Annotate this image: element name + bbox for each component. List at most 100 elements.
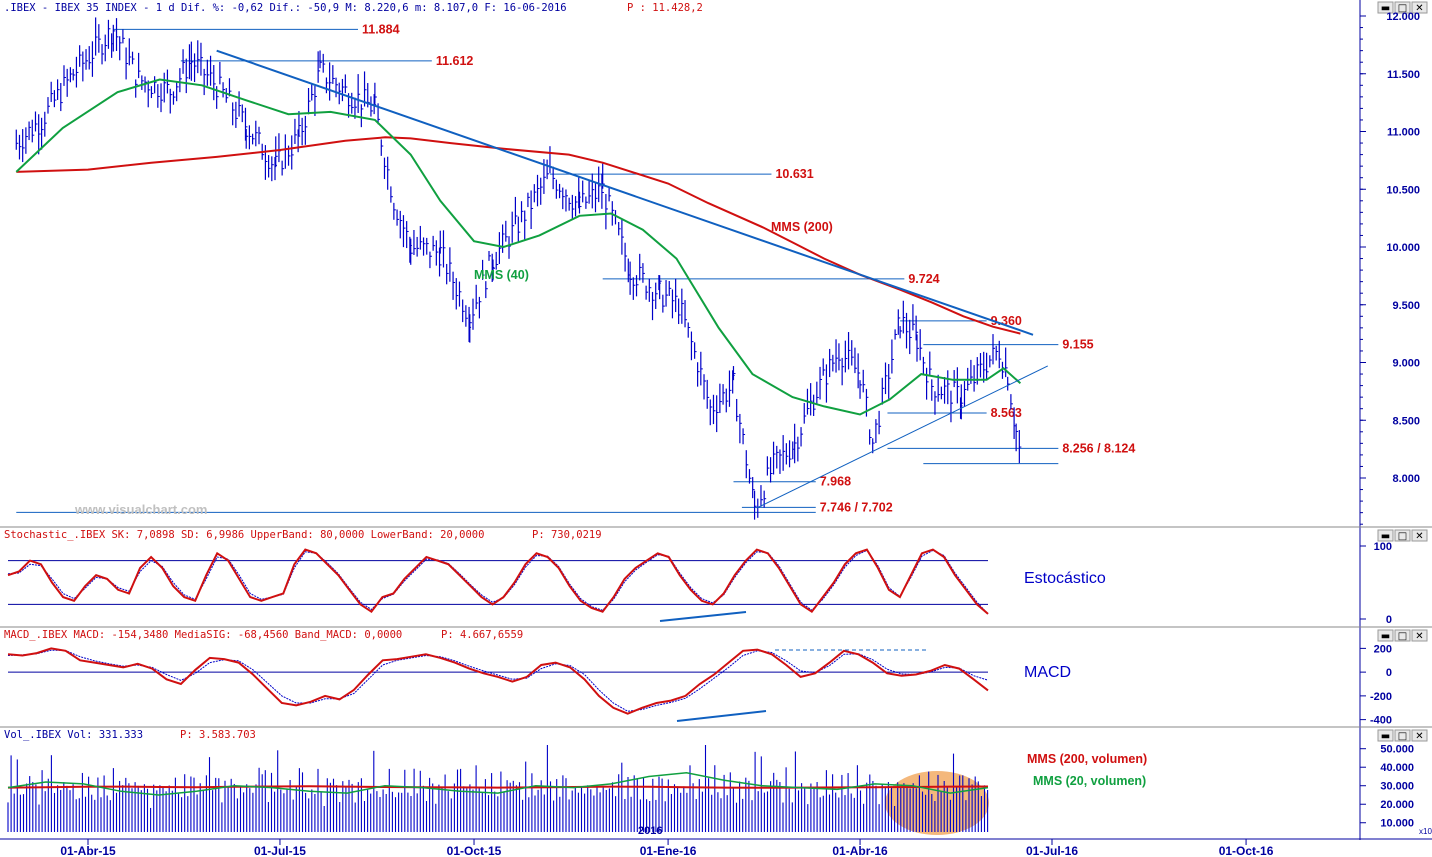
x10-label: x10 — [1419, 827, 1432, 836]
vol-ytick-label: 50.000 — [1380, 744, 1414, 756]
window-button-glyph: ▬ — [1381, 531, 1390, 542]
window-button-glyph: ✕ — [1415, 631, 1423, 642]
window-button — [1394, 1, 1411, 14]
osc-ytick-label: 200 — [1374, 643, 1392, 655]
price-ytick-label: 10.000 — [1386, 242, 1420, 254]
window-button-glyph: □ — [1398, 731, 1407, 742]
window-button — [1411, 729, 1428, 742]
moving-averages — [15, 78, 1022, 416]
xtick-label: 01-Abr-15 — [60, 844, 116, 857]
watermark: www.visualchart.com — [74, 502, 207, 517]
window-button-glyph: □ — [1398, 3, 1407, 14]
price-ytick-label: 11.500 — [1387, 69, 1420, 81]
vol-ytick-label: 10.000 — [1380, 818, 1414, 830]
stochastic-panel: 0 100 — [7, 541, 1392, 626]
osc-ytick-label: -200 — [1370, 691, 1392, 703]
estocastico-label: Estocástico — [1024, 570, 1106, 587]
mediasig-line — [7, 649, 989, 712]
window-button — [1377, 529, 1394, 542]
panel-window-buttons: ▬ □ ✕ ▬ □ ✕ ▬ □ ✕ ▬ □ ✕ — [1377, 1, 1428, 742]
window-button-glyph: ✕ — [1415, 531, 1423, 542]
price-ytick-label: 8.000 — [1392, 473, 1420, 485]
bearish-trendline — [216, 49, 1034, 336]
window-button-glyph: ▬ — [1381, 3, 1390, 14]
macd-line — [7, 647, 989, 715]
mms200-label: MMS (200) — [771, 220, 833, 234]
level-label: 7.968 — [820, 475, 851, 489]
stoch-divergence-line — [659, 611, 747, 622]
level-label: 9.360 — [991, 314, 1022, 328]
price-ytick-label: 9.500 — [1392, 300, 1420, 312]
osc-ytick-label: 100 — [1374, 541, 1392, 553]
window-button — [1411, 629, 1428, 642]
window-button — [1377, 729, 1394, 742]
level-label: 8.256 / 8.124 — [1062, 441, 1135, 455]
window-button — [1377, 629, 1394, 642]
window-button — [1377, 1, 1394, 14]
window-button — [1394, 529, 1411, 542]
macd-header-p: P: 4.667,6559 — [441, 629, 523, 641]
mms40-line — [15, 78, 1022, 416]
osc-ytick-label: 0 — [1386, 614, 1392, 626]
volume-panel: 10.000 20.000 30.000 40.000 50.000 — [7, 744, 1414, 835]
price-y-axis: 8.000 8.500 9.000 9.500 10.000 10.500 11.000 11… — [1360, 11, 1420, 525]
stoch-header: Stochastic_.IBEX SK: 7,0898 SD: 6,9986 U… — [4, 529, 484, 541]
level-label: 11.612 — [436, 54, 474, 68]
osc-ytick-label: -400 — [1370, 715, 1392, 727]
vol-header: Vol_.IBEX Vol: 331.333 — [4, 729, 143, 741]
xtick-label: 01-Ene-16 — [640, 844, 697, 857]
level-label: 11.884 — [362, 22, 400, 36]
window-button-glyph: ✕ — [1415, 731, 1423, 742]
price-ytick-label: 10.500 — [1386, 184, 1420, 196]
bullish-trendline — [756, 365, 1049, 509]
xtick-label: 01-Oct-15 — [447, 844, 502, 857]
window-button — [1411, 1, 1428, 14]
x-axis: 01-Abr-15 01-Jul-15 01-Oct-15 01-Ene-16 01-A… — [60, 839, 1274, 857]
window-button-glyph: ✕ — [1415, 3, 1423, 14]
level-label: 9.155 — [1062, 338, 1093, 352]
price-bars — [15, 17, 1022, 520]
window-button — [1394, 629, 1411, 642]
level-label: 7.746 / 7.702 — [820, 500, 893, 514]
price-header: .IBEX - IBEX 35 INDEX - 1 d Dif. %: -0,6… — [4, 2, 567, 14]
vol-header-p: P: 3.583.703 — [180, 729, 256, 741]
window-button — [1411, 529, 1428, 542]
year-label: 2016 — [638, 825, 662, 837]
vol-mms20-line — [7, 772, 989, 796]
price-ytick-label: 8.500 — [1392, 415, 1420, 427]
window-button — [1394, 729, 1411, 742]
xtick-label: 01-Jul-16 — [1026, 844, 1078, 857]
macd-label: MACD — [1024, 664, 1071, 681]
vol-ytick-label: 30.000 — [1380, 781, 1414, 793]
xtick-label: 01-Oct-16 — [1219, 844, 1274, 857]
window-button-glyph: □ — [1398, 631, 1407, 642]
stoch-header-p: P: 730,0219 — [532, 529, 602, 541]
price-ytick-label: 9.000 — [1392, 358, 1420, 370]
vol-mms200-line — [7, 785, 989, 789]
price-ytick-label: 12.000 — [1386, 11, 1420, 23]
level-label: 8.563 — [991, 406, 1022, 420]
level-label: 9.724 — [908, 272, 939, 286]
window-button-glyph: □ — [1398, 531, 1407, 542]
vol-ytick-label: 40.000 — [1380, 762, 1414, 774]
macd-panel: -400 -200 0 200 — [7, 643, 1392, 727]
trendlines — [216, 49, 1049, 509]
osc-ytick-label: 0 — [1386, 667, 1392, 679]
vol20-label: MMS (20, volumen) — [1033, 774, 1146, 788]
level-label: 10.631 — [775, 167, 813, 181]
mms40-label: MMS (40) — [474, 268, 529, 282]
vol-ytick-label: 20.000 — [1380, 799, 1414, 811]
macd-divergence-line — [676, 710, 767, 722]
window-button-glyph: ▬ — [1381, 631, 1390, 642]
macd-header: MACD_.IBEX MACD: -154,3480 MediaSIG: -68… — [4, 629, 402, 641]
mms200-line — [16, 136, 1021, 335]
sk-line — [7, 548, 989, 615]
price-ytick-label: 11.000 — [1387, 127, 1420, 139]
xtick-label: 01-Abr-16 — [832, 844, 888, 857]
price-header-p: P : 11.428,2 — [627, 2, 703, 14]
xtick-label: 01-Jul-15 — [254, 844, 306, 857]
window-button-glyph: ▬ — [1381, 731, 1390, 742]
vol200-label: MMS (200, volumen) — [1027, 752, 1147, 766]
